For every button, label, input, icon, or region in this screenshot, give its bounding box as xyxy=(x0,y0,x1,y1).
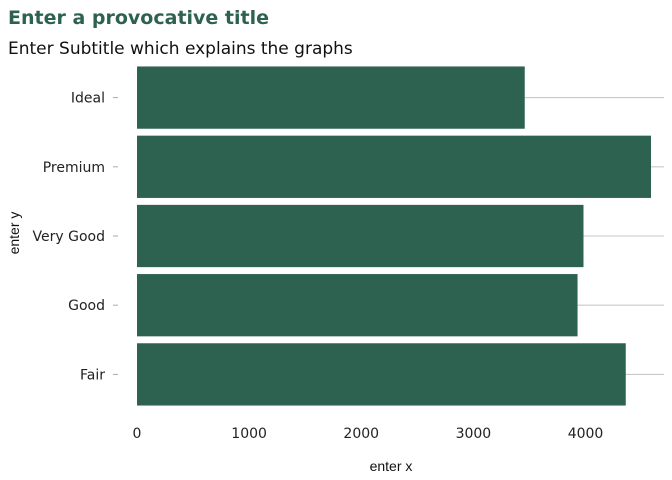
bar-premium xyxy=(137,135,651,198)
chart-title: Enter a provocative title xyxy=(8,7,269,29)
bar-fair xyxy=(137,343,626,406)
y-axis: Ideal Premium Very Good Good Fair xyxy=(33,91,118,383)
x-tick-label-2: 2000 xyxy=(343,426,379,442)
x-axis: 0 1000 2000 3000 4000 xyxy=(133,426,604,442)
x-axis-title: enter x xyxy=(370,458,413,474)
bar-very-good xyxy=(137,204,584,268)
bar-good xyxy=(137,274,578,337)
chart-subtitle: Enter Subtitle which explains the graphs xyxy=(8,39,353,59)
x-tick-label-1: 1000 xyxy=(231,426,267,442)
x-tick-label-0: 0 xyxy=(133,426,142,442)
bars-layer xyxy=(137,66,651,406)
y-tick-label-4: Fair xyxy=(80,367,105,383)
x-tick-label-3: 3000 xyxy=(456,426,492,442)
y-tick-label-3: Good xyxy=(68,298,105,314)
y-tick-label-0: Ideal xyxy=(71,91,105,107)
x-tick-label-4: 4000 xyxy=(568,426,604,442)
y-tick-label-2: Very Good xyxy=(33,229,105,245)
y-axis-title: enter y xyxy=(6,212,22,255)
y-tick-label-1: Premium xyxy=(43,160,105,176)
bar-ideal xyxy=(137,66,525,129)
